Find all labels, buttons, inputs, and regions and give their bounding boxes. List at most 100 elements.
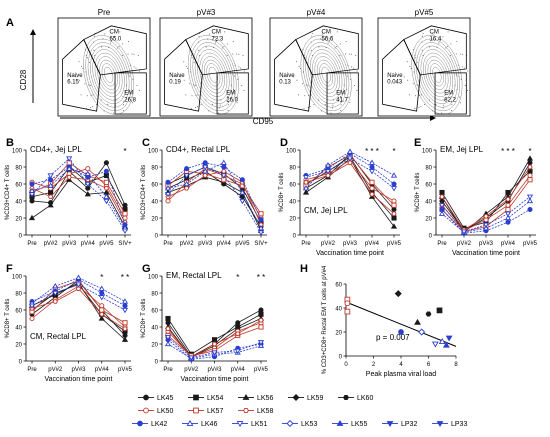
y-tick-label: 80: [151, 291, 158, 297]
event-dot: [442, 107, 444, 109]
series-line-red: [31, 176, 126, 223]
data-point: [202, 164, 209, 171]
event-dot: [302, 83, 304, 85]
event-dot: [100, 46, 102, 48]
data-point: [258, 211, 264, 217]
event-dot: [108, 47, 110, 49]
event-dot: [339, 43, 341, 45]
data-point: [258, 217, 264, 223]
event-dot: [196, 106, 198, 108]
x-axis-label: Vaccination time point: [181, 376, 249, 383]
event-dot: [128, 41, 130, 43]
data-point: [211, 341, 218, 347]
event-dot: [459, 96, 461, 98]
naive-gate-label: Naive: [387, 73, 403, 79]
event-dot: [227, 104, 229, 106]
chart-title: CD4+, Jej LPL: [30, 145, 82, 154]
event-dot: [122, 96, 124, 98]
event-dot: [413, 49, 415, 51]
event-dot: [185, 65, 187, 67]
event-dot: [117, 47, 119, 49]
event-dot: [190, 54, 192, 56]
y-tick-label: 0: [429, 233, 433, 239]
flow-plot-title: pV#5: [415, 8, 434, 17]
x-tick-label: 0: [344, 362, 348, 368]
event-dot: [422, 32, 424, 34]
data-point: [47, 202, 54, 208]
density-contour: [413, 38, 461, 112]
em-gate-label: EM: [336, 90, 345, 96]
event-dot: [450, 55, 452, 57]
event-dot: [355, 54, 357, 56]
event-dot: [345, 53, 347, 55]
data-point: [220, 173, 227, 179]
event-dot: [133, 66, 135, 68]
event-dot: [209, 33, 211, 35]
x-tick-label: 6: [427, 362, 431, 368]
event-dot: [441, 112, 443, 114]
data-point: [165, 326, 171, 331]
data-point: [84, 170, 91, 176]
y-tick-label: 20: [335, 330, 342, 336]
event-dot: [438, 42, 440, 44]
event-dot: [430, 38, 432, 40]
density-contour: [321, 66, 331, 83]
data-point: [221, 168, 227, 174]
legend: LK45 LK54 LK56 LK59 LK60 LK50 LK57 LK58 LK42 LK46…: [132, 393, 467, 428]
y-tick-label: 0: [293, 233, 297, 239]
chart-title: CM, Rectal LPL: [30, 332, 87, 341]
data-point: [28, 214, 36, 221]
event-dot: [191, 57, 193, 59]
naive-gate-value: 0.19: [169, 80, 181, 86]
data-point: [324, 169, 332, 175]
series-line-blue: [31, 166, 126, 225]
event-dot: [319, 38, 321, 40]
event-dot: [356, 89, 358, 91]
event-dot: [332, 104, 334, 106]
x-tick-label: pV#2: [184, 367, 199, 373]
cm-gate-value: 16.4: [430, 37, 442, 43]
data-point: [346, 148, 354, 154]
event-dot: [136, 84, 138, 86]
event-dot: [132, 78, 134, 80]
event-dot: [84, 83, 86, 85]
x-tick-label: pV#3: [62, 241, 77, 247]
x-tick-label: pV#5: [387, 241, 402, 247]
legend-label: LK53: [301, 421, 317, 428]
y-tick-label: 40: [15, 199, 22, 205]
event-dot: [102, 38, 104, 40]
x-tick-label: pV#2: [44, 241, 59, 247]
y-tick-label: 80: [151, 165, 158, 171]
event-dot: [331, 36, 333, 38]
event-dot: [328, 40, 330, 42]
data-point: [164, 192, 172, 198]
y-tick-label: 40: [15, 325, 22, 331]
data-point: [47, 173, 54, 179]
event-dot: [183, 79, 185, 81]
data-point: [99, 303, 105, 309]
data-point: [66, 165, 73, 171]
panel-c-chart: 0 20 40 60 80 100 Pre pV#2 pV#3 pV#4 pV#5 SIV+ %CD3+…: [141, 145, 268, 247]
data-point: [239, 177, 245, 183]
x-tick-label: pV#5: [254, 367, 269, 373]
event-dot: [428, 99, 430, 101]
data-point: [391, 211, 397, 217]
legend-label: LK51: [251, 421, 267, 428]
event-dot: [464, 84, 466, 86]
x-tick-label: pV#3: [71, 367, 86, 373]
x-tick-label: pV#3: [207, 367, 222, 373]
y-tick-label: 80: [15, 291, 22, 297]
event-dot: [408, 94, 410, 96]
event-dot: [111, 40, 113, 42]
event-dot: [303, 54, 305, 56]
flow-plot-frame: [57, 17, 151, 117]
event-dot: [199, 55, 201, 57]
event-dot: [207, 38, 209, 40]
cm-gate-label: CM: [322, 30, 331, 36]
legend-label: LK45: [157, 395, 173, 402]
density-contour: [197, 49, 230, 101]
data-point: [202, 168, 209, 174]
data-point: [235, 320, 241, 326]
data-point: [526, 197, 534, 204]
x-tick-label: pV#2: [321, 241, 336, 247]
